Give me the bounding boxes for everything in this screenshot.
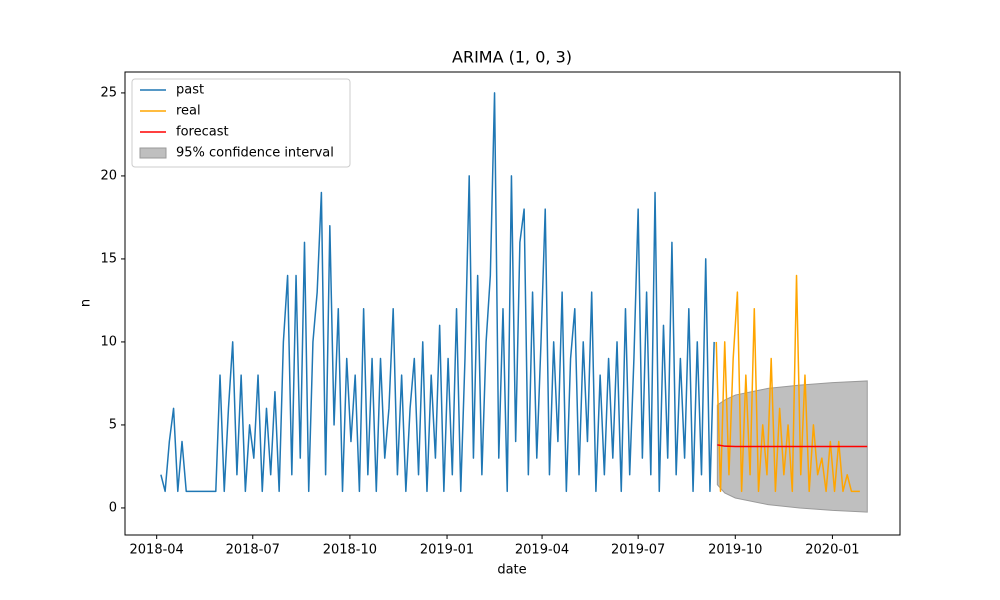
legend-label: forecast <box>176 125 229 140</box>
x-tick-label: 2019-04 <box>515 543 569 558</box>
legend-label: 95% confidence interval <box>176 146 334 161</box>
y-tick-label: 5 <box>109 417 117 432</box>
y-axis-label: n <box>79 299 94 307</box>
legend-box <box>131 78 351 168</box>
plot-area <box>160 92 868 513</box>
chart-title: ARIMA (1, 0, 3) <box>452 48 572 67</box>
x-tick-label: 2018-07 <box>226 543 280 558</box>
legend-label: past <box>176 83 204 98</box>
y-tick-label: 15 <box>100 251 117 266</box>
x-axis-label: date <box>497 563 526 578</box>
x-tick-label: 2018-10 <box>323 543 377 558</box>
series-line <box>715 274 860 493</box>
x-tick-label: 2019-10 <box>708 543 762 558</box>
axes-frame <box>124 71 901 536</box>
x-tick-label: 2019-07 <box>611 543 665 558</box>
legend-swatch <box>139 147 167 159</box>
series-line <box>717 444 868 448</box>
legend: past real forecast 95% confidence interval <box>131 78 351 168</box>
x-tick-label: 2018-04 <box>130 543 184 558</box>
y-tick-label: 0 <box>109 500 117 515</box>
series-line <box>160 92 715 493</box>
y-tick-label: 20 <box>100 168 117 183</box>
y-tick-label: 25 <box>100 85 117 100</box>
legend-label: real <box>176 104 201 119</box>
x-tick-label: 2020-01 <box>805 543 859 558</box>
x-tick-label: 2019-01 <box>420 543 474 558</box>
y-tick-label: 10 <box>100 334 117 349</box>
